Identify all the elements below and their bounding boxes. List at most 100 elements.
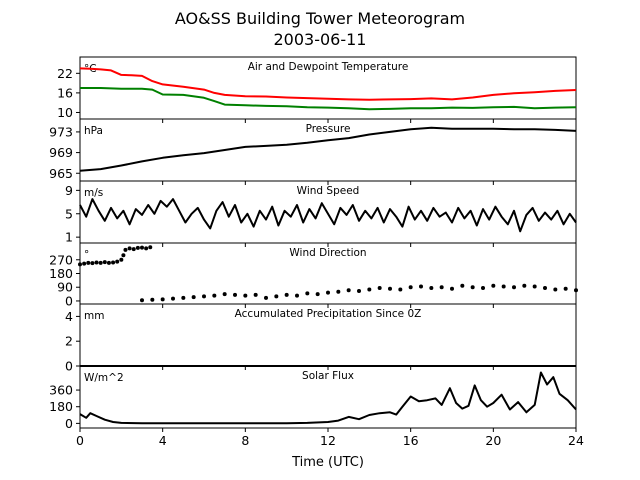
y-tick-label: 180 xyxy=(49,266,73,281)
x-tick-label: 16 xyxy=(403,433,419,448)
data-point xyxy=(305,291,310,296)
y-tick-label: 360 xyxy=(49,383,73,398)
data-point xyxy=(408,285,413,290)
y-tick-label: 1 xyxy=(65,230,73,245)
data-point xyxy=(144,246,149,251)
data-point xyxy=(326,290,330,295)
x-tick-label: 20 xyxy=(485,433,501,448)
data-point xyxy=(398,287,403,292)
panel-title: Solar Flux xyxy=(302,370,354,382)
data-point xyxy=(222,292,227,297)
panel-title: Air and Dewpoint Temperature xyxy=(248,61,409,73)
series-line xyxy=(79,126,577,172)
series-line xyxy=(80,87,577,111)
data-point xyxy=(377,285,382,290)
data-point xyxy=(111,260,116,265)
y-tick-label: 180 xyxy=(49,399,73,414)
panel-title: Accumulated Precipitation Since 0Z xyxy=(235,308,422,320)
data-point xyxy=(543,285,547,290)
figure-date: 2003-06-11 xyxy=(274,30,367,49)
y-tick-label: 270 xyxy=(49,252,73,267)
data-point xyxy=(140,245,144,250)
data-point xyxy=(388,286,392,291)
y-tick-label: 0 xyxy=(65,416,73,431)
y-tick-label: 16 xyxy=(57,85,73,100)
data-point xyxy=(121,253,126,258)
data-point xyxy=(357,289,361,294)
y-tick-label: 965 xyxy=(49,166,73,181)
data-point xyxy=(522,283,527,288)
panel-unit: mm xyxy=(84,310,104,322)
data-point xyxy=(429,285,434,290)
x-tick-label: 0 xyxy=(76,433,84,448)
data-point xyxy=(563,286,568,291)
data-point xyxy=(481,285,485,290)
panel-unit: hPa xyxy=(84,125,103,137)
data-point xyxy=(212,293,217,298)
panel-unit: W/m^2 xyxy=(84,372,124,384)
y-tick-label: 2 xyxy=(65,334,73,349)
data-point xyxy=(127,246,132,251)
y-tick-label: 9 xyxy=(65,183,73,198)
data-point xyxy=(148,245,153,250)
data-point xyxy=(160,297,165,302)
data-point xyxy=(181,295,186,300)
x-axis-label: Time (UTC) xyxy=(291,455,364,470)
data-point xyxy=(553,287,558,292)
data-point xyxy=(243,293,248,298)
data-point xyxy=(202,294,206,299)
series-line xyxy=(79,371,577,425)
data-point xyxy=(419,284,423,289)
y-tick-label: 90 xyxy=(57,280,73,295)
data-point xyxy=(315,292,320,297)
data-point xyxy=(233,292,237,297)
data-point xyxy=(336,289,341,294)
y-tick-label: 4 xyxy=(65,309,73,324)
data-point xyxy=(284,292,289,297)
y-tick-label: 5 xyxy=(65,206,73,221)
data-point xyxy=(532,284,537,289)
data-point xyxy=(102,260,107,265)
data-point xyxy=(264,295,268,300)
figure-title: AO&SS Building Tower Meteorogram xyxy=(175,9,465,28)
data-point xyxy=(450,286,454,291)
y-tick-label: 0 xyxy=(65,293,73,308)
panel-title: Wind Speed xyxy=(297,185,360,197)
data-point xyxy=(460,283,465,288)
panel-title: Pressure xyxy=(306,123,351,135)
panel-unit: ° xyxy=(84,249,89,261)
data-point xyxy=(115,259,120,264)
y-tick-label: 0 xyxy=(65,359,73,374)
data-point xyxy=(191,295,196,300)
data-point xyxy=(253,292,258,297)
data-point xyxy=(470,285,475,290)
x-tick-label: 24 xyxy=(568,433,584,448)
data-point xyxy=(501,284,506,289)
data-point xyxy=(274,294,279,299)
data-point xyxy=(90,261,95,266)
y-tick-label: 969 xyxy=(49,145,73,160)
data-point xyxy=(82,261,87,266)
series-line xyxy=(79,198,577,233)
x-tick-label: 8 xyxy=(241,433,249,448)
data-point xyxy=(131,247,136,252)
data-point xyxy=(512,285,516,290)
data-point xyxy=(439,285,444,290)
panel-unit: m/s xyxy=(84,187,103,199)
data-point xyxy=(140,298,144,303)
x-tick-label: 12 xyxy=(320,433,336,448)
y-tick-label: 22 xyxy=(57,66,73,81)
data-point xyxy=(119,257,124,262)
data-point xyxy=(135,245,140,250)
data-point xyxy=(346,288,351,293)
data-point xyxy=(94,260,99,265)
data-point xyxy=(491,283,496,288)
data-point xyxy=(367,287,372,292)
series-line xyxy=(79,67,577,101)
x-tick-label: 4 xyxy=(159,433,167,448)
y-tick-label: 10 xyxy=(57,105,73,120)
data-point xyxy=(171,296,175,301)
data-point xyxy=(98,260,103,265)
panel-title: Wind Direction xyxy=(289,247,366,259)
